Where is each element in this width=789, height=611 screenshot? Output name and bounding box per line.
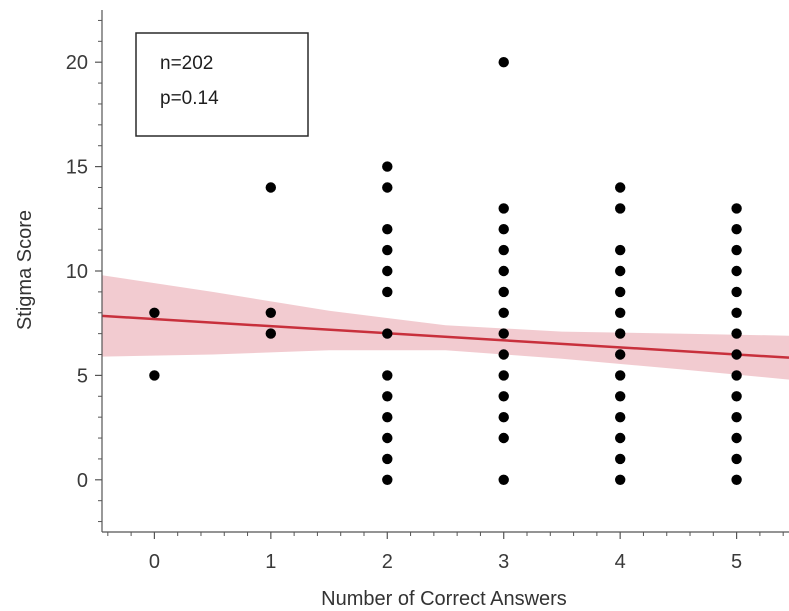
data-point — [382, 474, 393, 485]
confidence-band-layer — [102, 275, 789, 380]
data-point — [382, 412, 393, 423]
y-tick-label: 15 — [66, 157, 88, 179]
annotation-n: n=202 — [160, 53, 213, 74]
data-point — [615, 412, 626, 423]
data-point — [498, 370, 509, 381]
data-point — [731, 391, 742, 402]
data-point — [265, 307, 276, 318]
x-tick-label: 3 — [498, 551, 509, 573]
regression-line — [101, 314, 789, 359]
data-point — [615, 370, 626, 381]
data-point — [265, 182, 276, 193]
data-point — [498, 244, 509, 256]
data-point — [615, 182, 626, 193]
confidence-band — [102, 275, 789, 380]
data-point — [731, 370, 742, 381]
data-point — [149, 370, 160, 381]
x-tick-label: 2 — [382, 551, 393, 573]
data-point — [615, 203, 626, 214]
axes: 0 5 10 15 20 0 1 2 3 4 5 — [66, 10, 789, 573]
data-point — [615, 391, 626, 402]
data-point — [382, 161, 393, 172]
data-point — [498, 224, 509, 235]
data-point — [731, 265, 742, 277]
data-point — [498, 432, 509, 444]
data-point — [615, 453, 626, 465]
data-points — [149, 57, 742, 485]
y-tick-label: 0 — [77, 470, 88, 492]
data-point — [498, 349, 509, 360]
data-point — [731, 432, 742, 444]
x-tick-label: 0 — [149, 551, 160, 573]
data-point — [731, 244, 742, 256]
y-tick-label: 5 — [77, 365, 88, 387]
data-point — [731, 328, 742, 339]
data-point — [498, 391, 509, 402]
data-point — [498, 307, 509, 318]
data-point — [498, 286, 509, 298]
data-point — [615, 328, 626, 339]
data-point — [615, 307, 626, 318]
data-point — [498, 265, 509, 277]
data-point — [731, 412, 742, 423]
x-tick-label: 5 — [731, 551, 742, 573]
data-point — [615, 432, 626, 444]
stats-annotation: n=202 p=0.14 — [135, 32, 309, 137]
data-point — [731, 474, 742, 485]
data-point — [498, 328, 509, 339]
x-tick-label: 4 — [615, 551, 626, 573]
data-point — [731, 307, 742, 318]
data-point — [382, 328, 393, 339]
data-point — [382, 432, 393, 444]
data-point — [265, 328, 276, 339]
data-point — [149, 307, 160, 318]
data-point — [382, 265, 393, 277]
data-point — [615, 474, 626, 485]
data-point — [615, 349, 626, 360]
data-point — [731, 349, 742, 360]
data-point — [731, 286, 742, 298]
data-point — [382, 391, 393, 402]
data-point — [731, 203, 742, 214]
x-axis-label: Number of Correct Answers — [321, 588, 567, 610]
x-tick-label: 1 — [265, 551, 276, 573]
fit-line-layer — [101, 314, 789, 359]
data-point — [615, 286, 626, 298]
data-point — [382, 244, 393, 256]
data-point — [498, 203, 509, 214]
y-axis-label: Stigma Score — [14, 210, 36, 330]
y-tick-label: 10 — [66, 261, 88, 283]
annotation-p: p=0.14 — [160, 88, 219, 109]
annotation-box — [135, 32, 309, 137]
data-point — [382, 370, 393, 381]
y-tick-label: 20 — [66, 52, 88, 74]
data-point — [382, 224, 393, 235]
data-point — [382, 182, 393, 193]
data-point — [498, 412, 509, 423]
data-point — [382, 453, 393, 465]
data-point — [382, 286, 393, 298]
data-point — [731, 453, 742, 465]
data-point — [498, 474, 509, 485]
data-point — [498, 57, 509, 68]
data-point — [615, 244, 626, 256]
data-point — [615, 265, 626, 277]
data-point — [731, 224, 742, 235]
